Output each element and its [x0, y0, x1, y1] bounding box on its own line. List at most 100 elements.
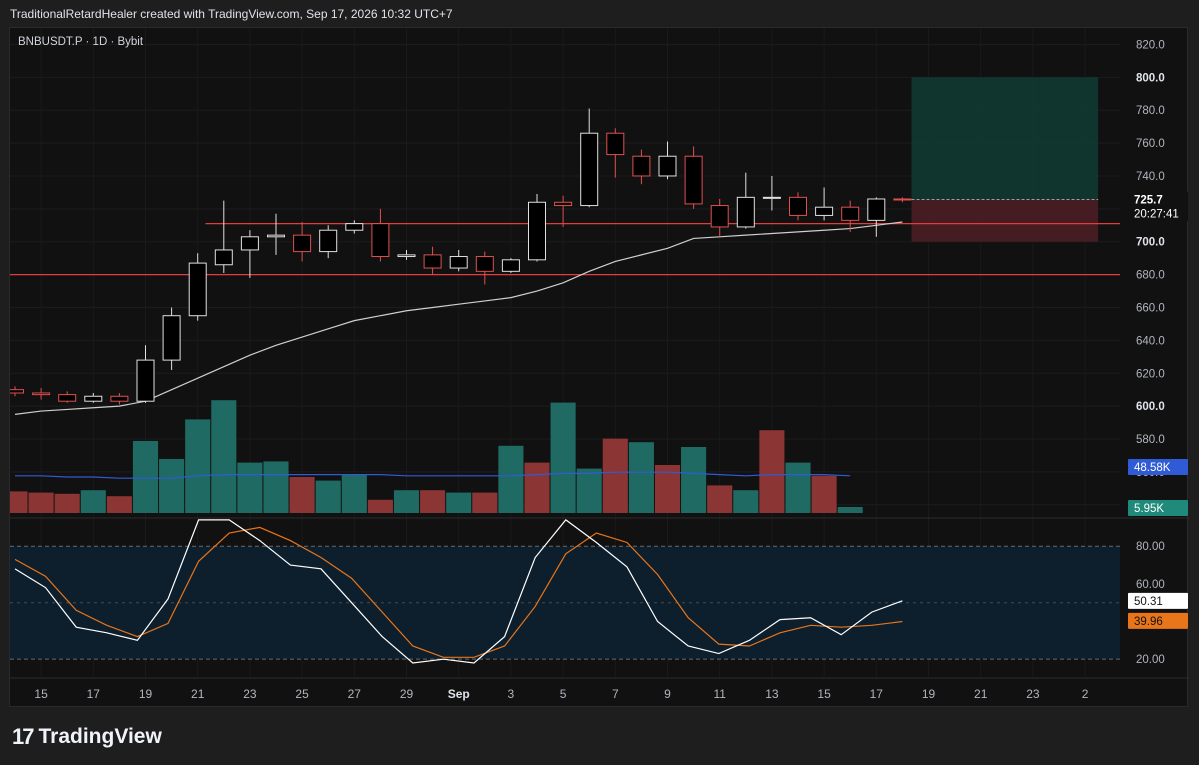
price-tick-label: 780.0 [1136, 105, 1165, 117]
position-stop-zone [911, 199, 1099, 242]
date-tick-label: 17 [870, 687, 884, 701]
date-tick-label: 5 [560, 687, 567, 701]
candle-body [32, 392, 51, 396]
candle-body [789, 196, 807, 216]
stoch-d-line [14, 526, 903, 658]
price-chart-svg[interactable]: 15 17 19 21 23 25 27 29 Sep 3 5 7 9 11 13 15 17 19 21 23 2 82… [10, 28, 1189, 708]
osc-tick-label: 20.00 [1136, 654, 1165, 666]
stoch-d-badge-text: 39.96 [1134, 616, 1163, 628]
price-tick-label: 820.0 [1136, 39, 1165, 51]
volume-bar [446, 492, 472, 513]
volume-bar [289, 477, 315, 513]
date-tick-label: 21 [974, 687, 988, 701]
candle-body [58, 394, 77, 402]
candle-body [423, 254, 442, 269]
date-tick-label: 29 [400, 687, 414, 701]
candle-body [580, 132, 599, 207]
volume-ma-line [15, 471, 851, 479]
price-tick-label: 700.0 [1136, 237, 1165, 249]
candle-body [736, 196, 755, 228]
date-tick-label: 2 [1082, 687, 1089, 701]
candle-body [162, 315, 181, 361]
volume-bar [628, 442, 654, 513]
candle-body [84, 395, 103, 402]
stoch-k-badge-text: 50.31 [1134, 596, 1163, 608]
volume-ma-badge-bg [1128, 459, 1188, 475]
candle-body [475, 256, 494, 272]
date-tick-label: 23 [243, 687, 257, 701]
candle-body [841, 206, 860, 221]
date-tick-label: 15 [817, 687, 831, 701]
price-tick-label: 600.0 [1136, 401, 1165, 413]
volume-bar [602, 438, 628, 513]
candle-body [501, 259, 520, 272]
candle-body [449, 256, 468, 269]
date-tick-label: 15 [34, 687, 48, 701]
volume-last-badge-text: 5.95K [1134, 503, 1164, 515]
volume-bar [211, 400, 237, 513]
volume-ma-badge-text: 48.58K [1134, 462, 1171, 474]
volume-bar [315, 480, 341, 513]
date-tick-label: 17 [87, 687, 101, 701]
candle-body [658, 155, 677, 177]
candle-body [893, 198, 912, 201]
volume-bar [367, 499, 393, 513]
stoch-d-badge-bg [1128, 612, 1188, 629]
volume-bar [550, 402, 576, 513]
date-tick-label: 9 [664, 687, 671, 701]
date-tick-label: 11 [713, 687, 726, 701]
volume-bar [524, 462, 550, 513]
last-price-badge: 725.7 [1128, 191, 1188, 208]
price-tick-label: 800.0 [1136, 72, 1165, 84]
candle-body [10, 389, 24, 394]
volume-bar [132, 441, 159, 513]
date-tick-label: 13 [765, 687, 779, 701]
candle-body [267, 234, 285, 238]
candle-body [136, 359, 155, 402]
price-tick-label: 640.0 [1136, 335, 1165, 347]
date-tick-label: 21 [191, 687, 205, 701]
date-tick-label: 3 [508, 687, 515, 701]
volume-bar [159, 459, 185, 513]
candle-body [214, 249, 233, 266]
volume-bar [106, 496, 132, 513]
candle-body [762, 196, 781, 199]
symbol-label: BNBUSDT.P · 1D · Bybit [18, 36, 144, 48]
volume-bar [681, 447, 707, 513]
tradingview-logo: 17 TradingView [12, 724, 162, 750]
candle-body [867, 198, 886, 221]
volume-bar [733, 490, 759, 513]
price-tick-label: 620.0 [1136, 368, 1165, 380]
candle-body [319, 229, 338, 253]
volume-bar [10, 491, 28, 513]
volume-bar [393, 490, 420, 513]
candle-body [632, 155, 651, 177]
osc-tick-label: 80.00 [1136, 541, 1165, 553]
volume-bar [785, 462, 811, 513]
volume-bar [837, 507, 863, 513]
stoch-k-badge-bg [1128, 592, 1188, 609]
candle-body [240, 236, 259, 251]
price-tick-label: 760.0 [1136, 138, 1165, 150]
price-tick-label: 580.0 [1136, 434, 1165, 446]
volume-bar [576, 468, 602, 513]
date-tick-label: 23 [1026, 687, 1040, 701]
volume-bar [811, 475, 837, 513]
position-target-zone [911, 77, 1099, 200]
chart-frame[interactable]: 15 17 19 21 23 25 27 29 Sep 3 5 7 9 11 13 15 17 19 21 23 2 82… [9, 27, 1189, 708]
volume-bar [341, 474, 367, 513]
last-price-badge-text: 725.7 [1134, 194, 1163, 206]
date-tick-label: 19 [922, 687, 936, 701]
candle-body [110, 395, 129, 402]
last-price-badge-bg [1128, 191, 1188, 208]
date-tick-label: 7 [612, 687, 619, 701]
candle-body [554, 201, 573, 207]
price-tick-label: 660.0 [1136, 302, 1165, 314]
volume-bar [420, 490, 446, 513]
price-tick-label: 740.0 [1136, 171, 1165, 183]
stoch-k-badge: 50.31 [1128, 592, 1188, 609]
volume-ma-badge: 48.58K [1128, 459, 1188, 475]
volume-bar [263, 461, 289, 513]
candle-body [397, 254, 416, 258]
volume-bar [80, 490, 106, 513]
